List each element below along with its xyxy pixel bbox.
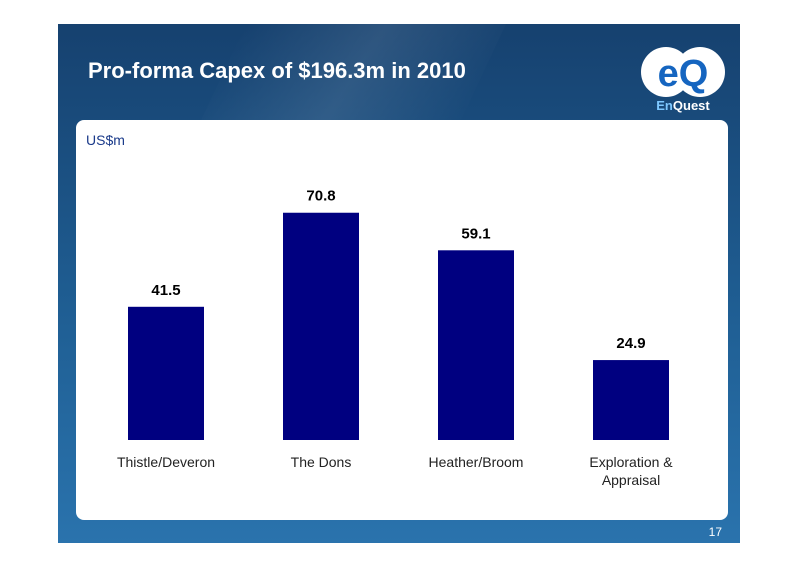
bar-chart: 41.5 Thistle/Deveron 70.8 The Dons 59.1 Heath… xyxy=(117,188,673,488)
category-label-heather-broom: Heather/Broom xyxy=(429,454,524,470)
bar-thistle-deveron xyxy=(128,306,204,440)
bar-heather-broom xyxy=(438,250,514,440)
category-label-the-dons: The Dons xyxy=(291,454,352,470)
chart-panel: US$m 41.5 Thistle/Deveron 70.8 The Dons 59.1… xyxy=(76,120,728,520)
data-label-exploration-appraisal: 24.9 xyxy=(616,335,645,352)
data-label-the-dons: 70.8 xyxy=(306,188,335,205)
category-label-thistle-deveron: Thistle/Deveron xyxy=(117,454,215,470)
y-axis-unit-label: US$m xyxy=(86,132,125,148)
data-label-thistle-deveron: 41.5 xyxy=(151,282,180,299)
logo-mark: eQ xyxy=(658,53,709,95)
bar-the-dons xyxy=(283,212,359,440)
enquest-logo: eQ EnQuest xyxy=(641,47,725,113)
slide: Pro-forma Capex of $196.3m in 2010 eQ En… xyxy=(58,24,740,543)
slide-title: Pro-forma Capex of $196.3m in 2010 xyxy=(88,58,466,83)
category-label-exploration-appraisal: Exploration & Appraisal xyxy=(589,454,673,488)
data-label-heather-broom: 59.1 xyxy=(461,225,490,242)
logo-wordmark: EnQuest xyxy=(656,98,710,113)
page-number: 17 xyxy=(708,525,722,539)
bar-exploration-appraisal xyxy=(593,360,669,440)
